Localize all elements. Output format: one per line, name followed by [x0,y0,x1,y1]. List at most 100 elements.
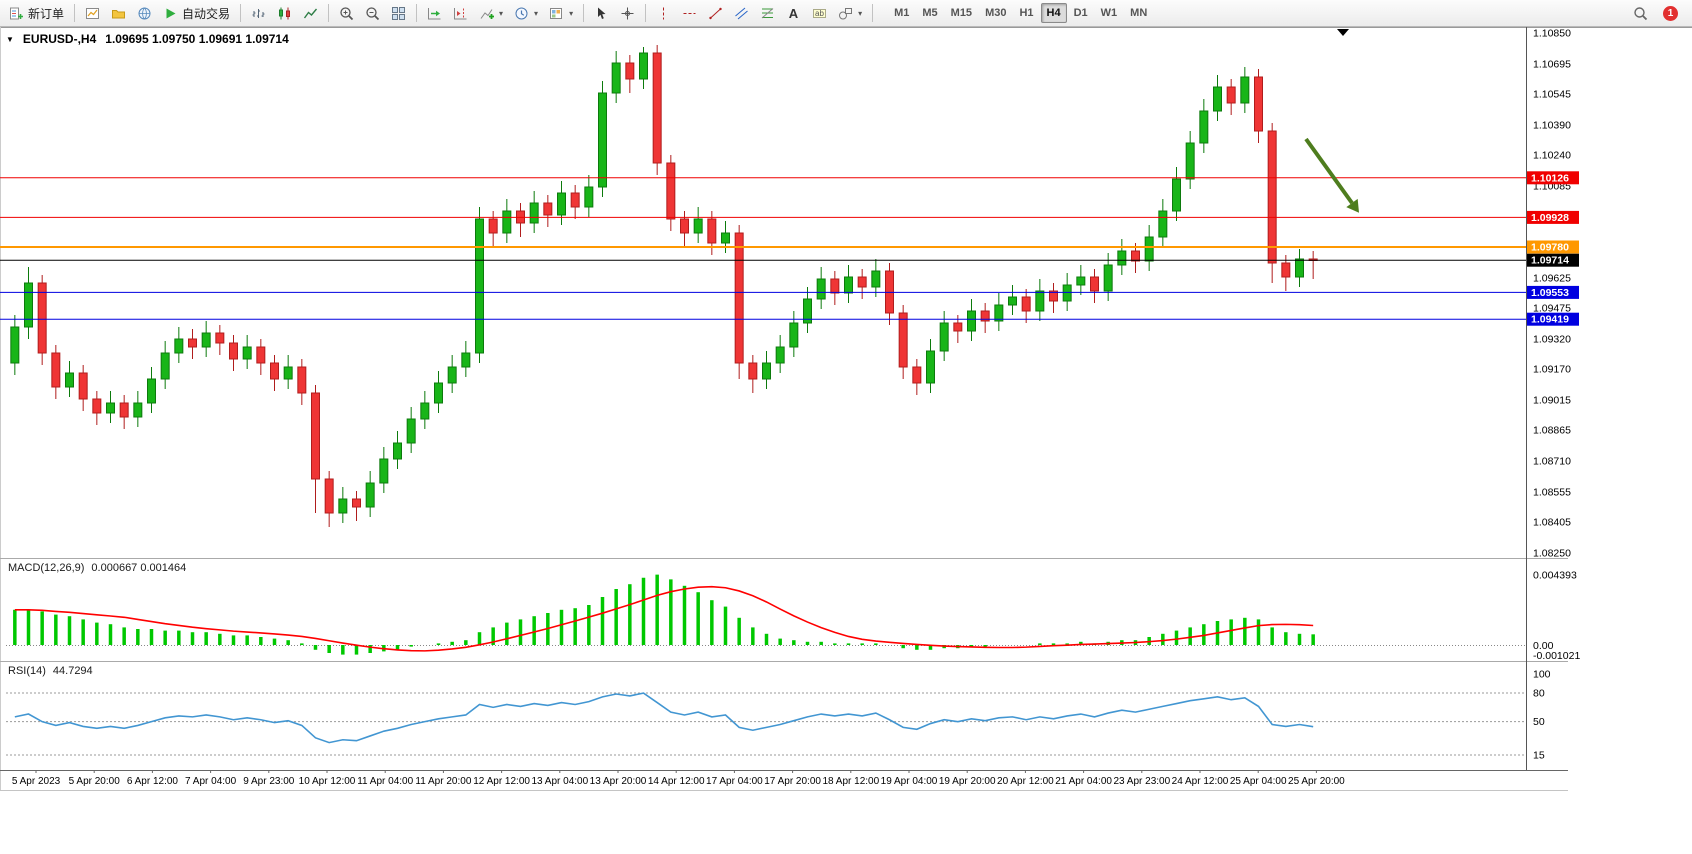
time-label: 17 Apr 20:00 [764,776,821,787]
dropdown-arrow-icon[interactable]: ▾ [858,8,863,18]
candle-body [1281,262,1291,278]
rsi-name: RSI(14) [8,665,46,677]
candle-body [666,162,676,220]
candle-body [625,62,635,80]
candle-body [1172,178,1181,212]
macd-axis-zero-label: 0.00 [1533,640,1554,652]
vertical-line-icon [663,7,665,19]
dropdown-arrow-icon[interactable]: ▾ [499,8,504,18]
tile-windows-button[interactable] [386,2,411,24]
timeframe-m30-button[interactable]: M30 [979,3,1012,23]
chart-window[interactable]: 1.10850 1.10695 1.10545 1.10390 1.10240 1.100… [0,27,1692,854]
timeframe-h1-button[interactable]: H1 [1013,3,1039,23]
price-tick-label: 1.10850 [1533,28,1571,40]
channel-tool-button[interactable] [729,2,754,24]
chart-title-overlay: ▼ EURUSD-,H4 1.09695 1.09750 1.09691 1.0… [6,32,289,46]
line-chart-button[interactable] [298,2,323,24]
text-tool-button[interactable]: A [781,2,806,24]
price-tick-label: 1.09320 [1533,334,1571,346]
timeframe-m5-button[interactable]: M5 [916,3,943,23]
autotrading-button[interactable]: 自动交易 [158,2,235,24]
arrow-annotation[interactable] [1304,137,1354,205]
tile-windows-icon [392,6,406,20]
new-order-button[interactable]: 新订单 [4,2,69,24]
notification-badge[interactable]: 1 [1663,5,1678,21]
candle-body [1049,290,1058,302]
macd-axis-min-label: -0.001021 [1533,650,1580,662]
candle-body [447,366,457,384]
dropdown-arrow-icon[interactable]: ▾ [534,8,539,18]
chart-shift-marker[interactable] [1337,29,1349,36]
bar-chart-button[interactable] [246,2,271,24]
time-label: 5 Apr 20:00 [69,776,121,787]
shapes-tool-button[interactable]: ▾ [833,2,867,24]
trendline-tool-button[interactable] [703,2,728,24]
price-tag [1527,285,1579,299]
new-chart-button[interactable] [80,2,105,24]
chart-canvas[interactable]: 1.108501.106951.105451.103901.102401.100… [0,27,1692,854]
toolbar-separator [645,4,647,22]
templates-button[interactable]: ▾ [544,2,578,24]
community-button[interactable] [132,2,157,24]
clock-icon [515,7,528,19]
toolbar-separator [416,4,418,22]
price-tag [1527,171,1579,185]
label-tool-button[interactable]: ab [807,2,832,24]
candle-body [762,362,771,380]
periods-button[interactable]: ▾ [509,2,543,24]
chart-shift-button[interactable] [448,2,473,24]
auto-scroll-icon [428,7,441,19]
fibonacci-tool-button[interactable] [755,2,780,24]
auto-scroll-button[interactable] [422,2,447,24]
candle-body [707,218,717,244]
candle-body [51,352,61,388]
candle-body [953,322,963,332]
indicators-button[interactable]: ▾ [474,2,508,24]
time-label: 17 Apr 04:00 [706,776,763,787]
time-label: 25 Apr 20:00 [1288,776,1345,787]
timeframe-mn-button[interactable]: MN [1124,3,1153,23]
candlestick-chart-button[interactable] [272,2,297,24]
search-icon [1634,6,1648,20]
dropdown-arrow-icon[interactable]: ▾ [569,8,574,18]
profiles-button[interactable] [106,2,131,24]
horizontal-line-tool-button[interactable] [677,2,702,24]
candle-body [898,312,908,368]
search-button[interactable] [1628,2,1653,24]
time-label: 19 Apr 04:00 [881,776,938,787]
play-icon [166,8,176,18]
candle-body [1131,250,1140,262]
candle-body [570,192,580,208]
candle-body [24,282,33,328]
candle-body [816,278,826,300]
candle-body [461,352,471,368]
fibonacci-icon [761,7,774,18]
candle-body [1117,250,1127,266]
candle-body [1103,264,1113,292]
toolbar-separator [872,4,874,22]
template-icon [550,7,563,19]
zoom-in-button[interactable] [334,2,359,24]
timeframe-w1-button[interactable]: W1 [1095,3,1124,23]
one-click-trading-toggle[interactable]: ▼ [6,34,14,44]
timeframe-m15-button[interactable]: M15 [945,3,978,23]
line-chart-icon [303,8,318,18]
timeframe-toolbar: M1 M5 M15 M30 H1 H4 D1 W1 MN [888,3,1153,23]
candle-body [406,418,416,444]
timeframe-d1-button[interactable]: D1 [1068,3,1094,23]
vertical-line-tool-button[interactable] [651,2,676,24]
zoom-out-button[interactable] [360,2,385,24]
price-tag-label: 1.09928 [1531,212,1569,224]
candle-body [652,52,662,164]
price-tag-label: 1.09780 [1531,242,1569,254]
crosshair-button[interactable] [615,2,640,24]
time-label: 25 Apr 04:00 [1230,776,1287,787]
timeframe-h4-button[interactable]: H4 [1040,3,1067,23]
price-tick-label: 1.08555 [1533,487,1571,499]
price-tick-label: 1.10695 [1533,59,1571,71]
channel-icon [735,7,748,19]
price-tag-label: 1.10126 [1531,172,1569,184]
timeframe-m1-button[interactable]: M1 [888,3,915,23]
rsi-axis-label: 80 [1533,688,1545,700]
cursor-button[interactable] [589,2,614,24]
